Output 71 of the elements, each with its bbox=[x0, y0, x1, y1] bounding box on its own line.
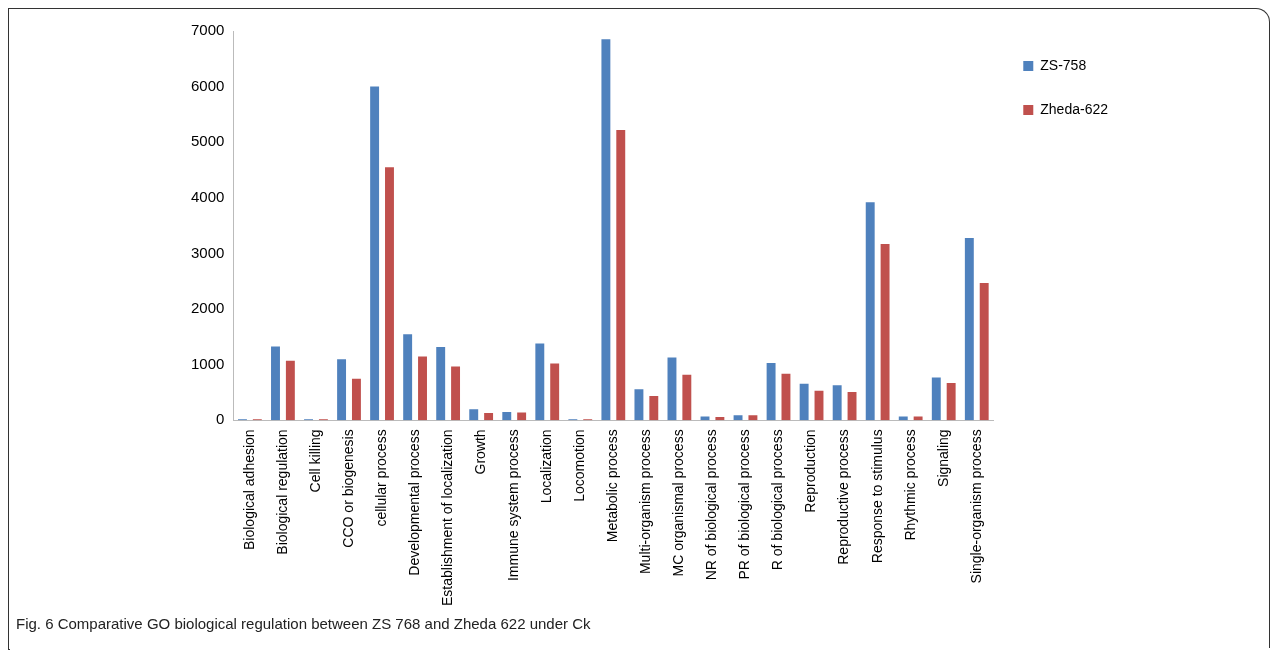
bar bbox=[649, 395, 659, 421]
bar bbox=[351, 378, 361, 421]
caption: Fig. 6 Comparative GO biological regulation between ZS 768 and Zheda 622 under Ck bbox=[15, 615, 592, 632]
bar bbox=[865, 202, 875, 421]
y-tick-label: 3000 bbox=[190, 243, 225, 261]
x-tick-label: Locomotion bbox=[571, 429, 588, 502]
bar bbox=[418, 356, 427, 421]
bar bbox=[550, 363, 560, 421]
bar bbox=[898, 416, 908, 421]
x-tick-label: Growth bbox=[472, 429, 489, 475]
bar bbox=[682, 374, 692, 421]
bar bbox=[748, 415, 758, 421]
bar bbox=[271, 346, 280, 421]
x-tick-label: Developmental process bbox=[405, 429, 422, 576]
bar bbox=[832, 385, 842, 421]
x-tick-label: Rhythmic process bbox=[901, 429, 918, 541]
x-tick-label: Reproduction bbox=[802, 429, 819, 513]
bar bbox=[436, 346, 446, 421]
x-tick-label: Single-organism process bbox=[967, 429, 984, 584]
x-tick-label: Localization bbox=[538, 429, 555, 504]
bar bbox=[337, 359, 347, 421]
bar bbox=[880, 244, 890, 421]
x-tick-label: Metabolic process bbox=[604, 429, 621, 543]
x-tick-label: R of biological process bbox=[769, 429, 786, 571]
legend-label: Zheda-622 bbox=[1040, 100, 1109, 117]
y-tick-label: 2000 bbox=[190, 299, 225, 317]
bar bbox=[469, 409, 479, 421]
y-tick-label: 4000 bbox=[190, 188, 225, 206]
x-tick-label: CCO or biogenesis bbox=[339, 429, 356, 548]
y-tick-label: 1000 bbox=[190, 354, 225, 372]
bar bbox=[946, 383, 956, 421]
bar bbox=[634, 389, 644, 421]
bar bbox=[502, 412, 512, 421]
y-tick-label: 6000 bbox=[190, 76, 225, 94]
bar bbox=[601, 39, 611, 421]
bar bbox=[517, 412, 527, 421]
bar bbox=[285, 360, 295, 421]
bar bbox=[781, 373, 791, 421]
x-tick-label: MC organismal process bbox=[670, 429, 687, 577]
bar bbox=[535, 343, 545, 421]
bar bbox=[799, 383, 809, 421]
y-tick-label: 7000 bbox=[190, 21, 225, 39]
x-tick-label: Biological regulation bbox=[273, 429, 290, 555]
bar bbox=[616, 130, 626, 421]
bar bbox=[733, 415, 743, 421]
y-tick-label: 5000 bbox=[190, 132, 225, 150]
x-tick-label: Biological adhesion bbox=[240, 429, 257, 550]
x-tick-label: PR of biological process bbox=[736, 429, 753, 580]
bar bbox=[715, 417, 725, 421]
bar bbox=[484, 413, 494, 421]
bar bbox=[913, 416, 923, 421]
x-tick-label: Immune system process bbox=[505, 429, 522, 582]
bar bbox=[370, 86, 380, 421]
x-tick-label: Response to stimulus bbox=[868, 429, 885, 564]
bar bbox=[766, 363, 776, 421]
x-tick-label: Signaling bbox=[934, 429, 951, 487]
bar bbox=[403, 334, 413, 421]
x-tick-label: cellular process bbox=[372, 429, 389, 527]
bar bbox=[931, 377, 941, 421]
x-tick-label: Multi-organism process bbox=[637, 429, 654, 575]
bar bbox=[451, 366, 461, 421]
bar bbox=[385, 167, 394, 421]
x-tick-label: Establishment of localization bbox=[438, 429, 455, 607]
bar bbox=[964, 237, 974, 421]
x-tick-label: NR of biological process bbox=[703, 429, 720, 581]
bar bbox=[700, 416, 710, 421]
x-tick-label: Reproductive process bbox=[835, 429, 852, 565]
x-tick-label: Cell killing bbox=[306, 429, 323, 493]
bar bbox=[979, 282, 989, 421]
legend-label: ZS-758 bbox=[1040, 56, 1087, 73]
y-tick-label: 0 bbox=[216, 410, 225, 428]
